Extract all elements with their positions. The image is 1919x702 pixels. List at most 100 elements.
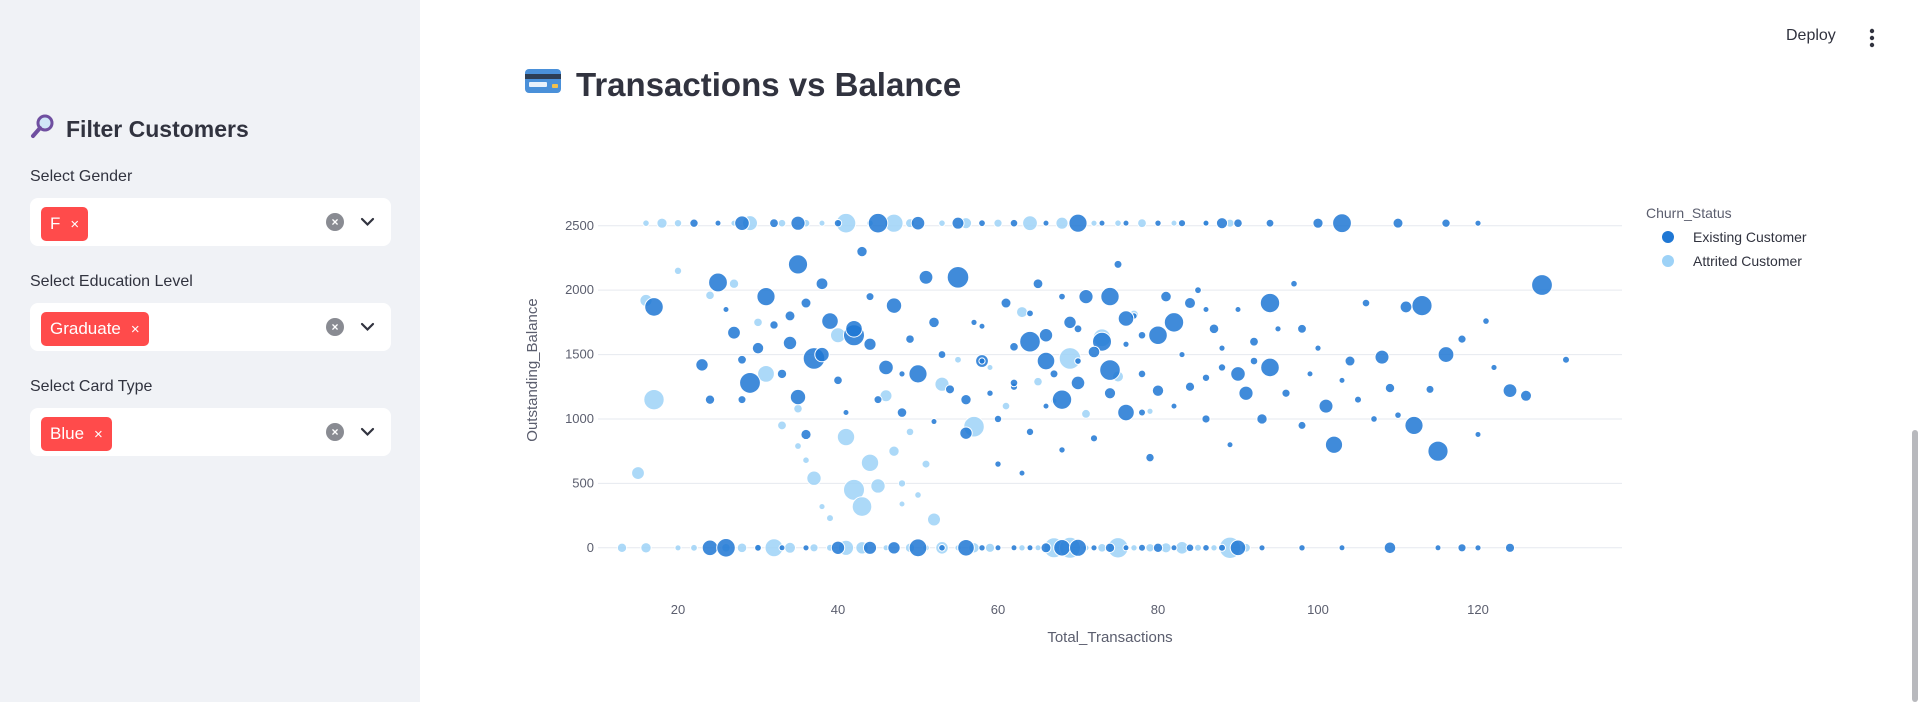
card-type-clear-icon[interactable]: × [326, 423, 344, 441]
scatter-point [708, 272, 728, 293]
gender-tag-remove-icon[interactable]: × [70, 215, 80, 233]
scatter-point [1298, 544, 1306, 552]
scatter-point [640, 542, 652, 554]
scatter-point [674, 544, 682, 552]
scatter-point [951, 216, 965, 230]
legend-marker [1662, 231, 1674, 243]
scatter-point [1049, 369, 1059, 379]
gender-multiselect[interactable]: F × × [30, 198, 391, 246]
x-tick-label: 40 [831, 602, 845, 617]
card-type-tag-remove-icon[interactable]: × [94, 425, 103, 443]
card-type-multiselect[interactable]: Blue × × [30, 408, 391, 456]
scatter-point [845, 320, 863, 338]
scatter-point [1026, 309, 1034, 318]
scatter-point [1138, 543, 1146, 552]
x-tick-label: 60 [991, 602, 1005, 617]
scatter-point [1177, 219, 1187, 228]
education-tag-remove-icon[interactable]: × [130, 320, 140, 338]
scatter-point [860, 453, 880, 472]
scatter-point [1457, 334, 1467, 344]
scatter-point [1383, 541, 1397, 555]
scatter-point [1078, 289, 1094, 305]
scatter-point [993, 414, 1003, 424]
scatter-point [959, 426, 973, 440]
education-tag: Graduate × [41, 312, 149, 346]
scatter-point [753, 317, 763, 328]
education-clear-icon[interactable]: × [326, 318, 344, 336]
scatter-point [802, 544, 810, 552]
card-type-tag: Blue × [41, 417, 112, 451]
scatter-point [1058, 446, 1066, 454]
scatter-point [928, 316, 940, 329]
scatter-point [695, 358, 709, 372]
page-title-text: Transactions vs Balance [576, 66, 962, 103]
x-axis-label: Total_Transactions [1047, 629, 1172, 646]
scatter-point [938, 219, 946, 227]
card-type-chevron-down-icon[interactable] [360, 424, 375, 439]
x-tick-label: 20 [671, 602, 685, 617]
scatter-point [643, 388, 665, 411]
scatter-point [1117, 403, 1135, 422]
scatter-point [1411, 295, 1433, 317]
scatter-point [1092, 331, 1112, 352]
scatter-point [1314, 344, 1322, 352]
gender-chevron-down-icon[interactable] [360, 214, 375, 229]
legend-marker [1662, 255, 1674, 267]
scatter-point [978, 544, 986, 552]
scatter-point [1215, 217, 1229, 230]
scatter-point [716, 537, 736, 558]
scatter-point [1058, 347, 1082, 370]
scatter-point [793, 403, 803, 414]
scatter-point [1256, 413, 1268, 425]
scatter-point [984, 542, 996, 553]
scatter-point [1033, 376, 1043, 387]
scatter-point [1229, 539, 1247, 557]
scatter-point [1042, 219, 1050, 227]
scatter-point [978, 357, 986, 365]
education-chevron-down-icon[interactable] [360, 319, 375, 334]
scatter-point [1070, 375, 1086, 391]
scatter-point [656, 217, 668, 229]
scatter-point [863, 337, 877, 351]
y-axis-label: Outstanding_Balance [524, 298, 541, 441]
gender-clear-icon[interactable]: × [326, 213, 344, 231]
card-type-label: Select Card Type [30, 378, 153, 395]
education-multiselect[interactable]: Graduate × × [30, 303, 391, 351]
scatter-point [1332, 213, 1352, 234]
scatter-point [1202, 305, 1210, 313]
scatter-point [1265, 218, 1275, 228]
scatter-point [1474, 219, 1482, 227]
scatter-point [1194, 543, 1202, 552]
scatter-point [1038, 328, 1054, 343]
scatter-point [873, 395, 883, 405]
scatter-point [921, 459, 931, 469]
scatter-point [1122, 544, 1130, 552]
scatter-point [1504, 542, 1516, 553]
scatter-point [927, 512, 941, 527]
scatter-point [1324, 435, 1344, 454]
more-menu-icon[interactable] [1864, 26, 1880, 50]
scatter-point [836, 427, 856, 447]
scatter-point [689, 218, 699, 228]
scatter-point [1025, 427, 1035, 437]
scatter-point [1081, 408, 1091, 419]
scatter-point [1184, 381, 1196, 392]
scatter-point [1425, 384, 1435, 394]
scatter-point [1051, 389, 1073, 410]
scatter-point [1170, 544, 1178, 552]
scatter-point [1087, 345, 1101, 359]
scatter-point [1137, 330, 1147, 340]
scatter-point [833, 218, 843, 228]
scatter-point [1098, 219, 1106, 227]
scatter-point [734, 215, 750, 231]
main-scrollbar[interactable] [1912, 430, 1918, 702]
scatter-point [815, 277, 829, 291]
scatter-point [739, 372, 761, 394]
deploy-button[interactable]: Deploy [1786, 27, 1836, 44]
scatter-point [970, 318, 978, 326]
scatter-point [1053, 538, 1071, 557]
scatter-point [1032, 278, 1044, 290]
y-tick-label: 2500 [565, 218, 594, 233]
scatter-point [737, 354, 747, 365]
card-type-tag-label: Blue [50, 424, 85, 443]
